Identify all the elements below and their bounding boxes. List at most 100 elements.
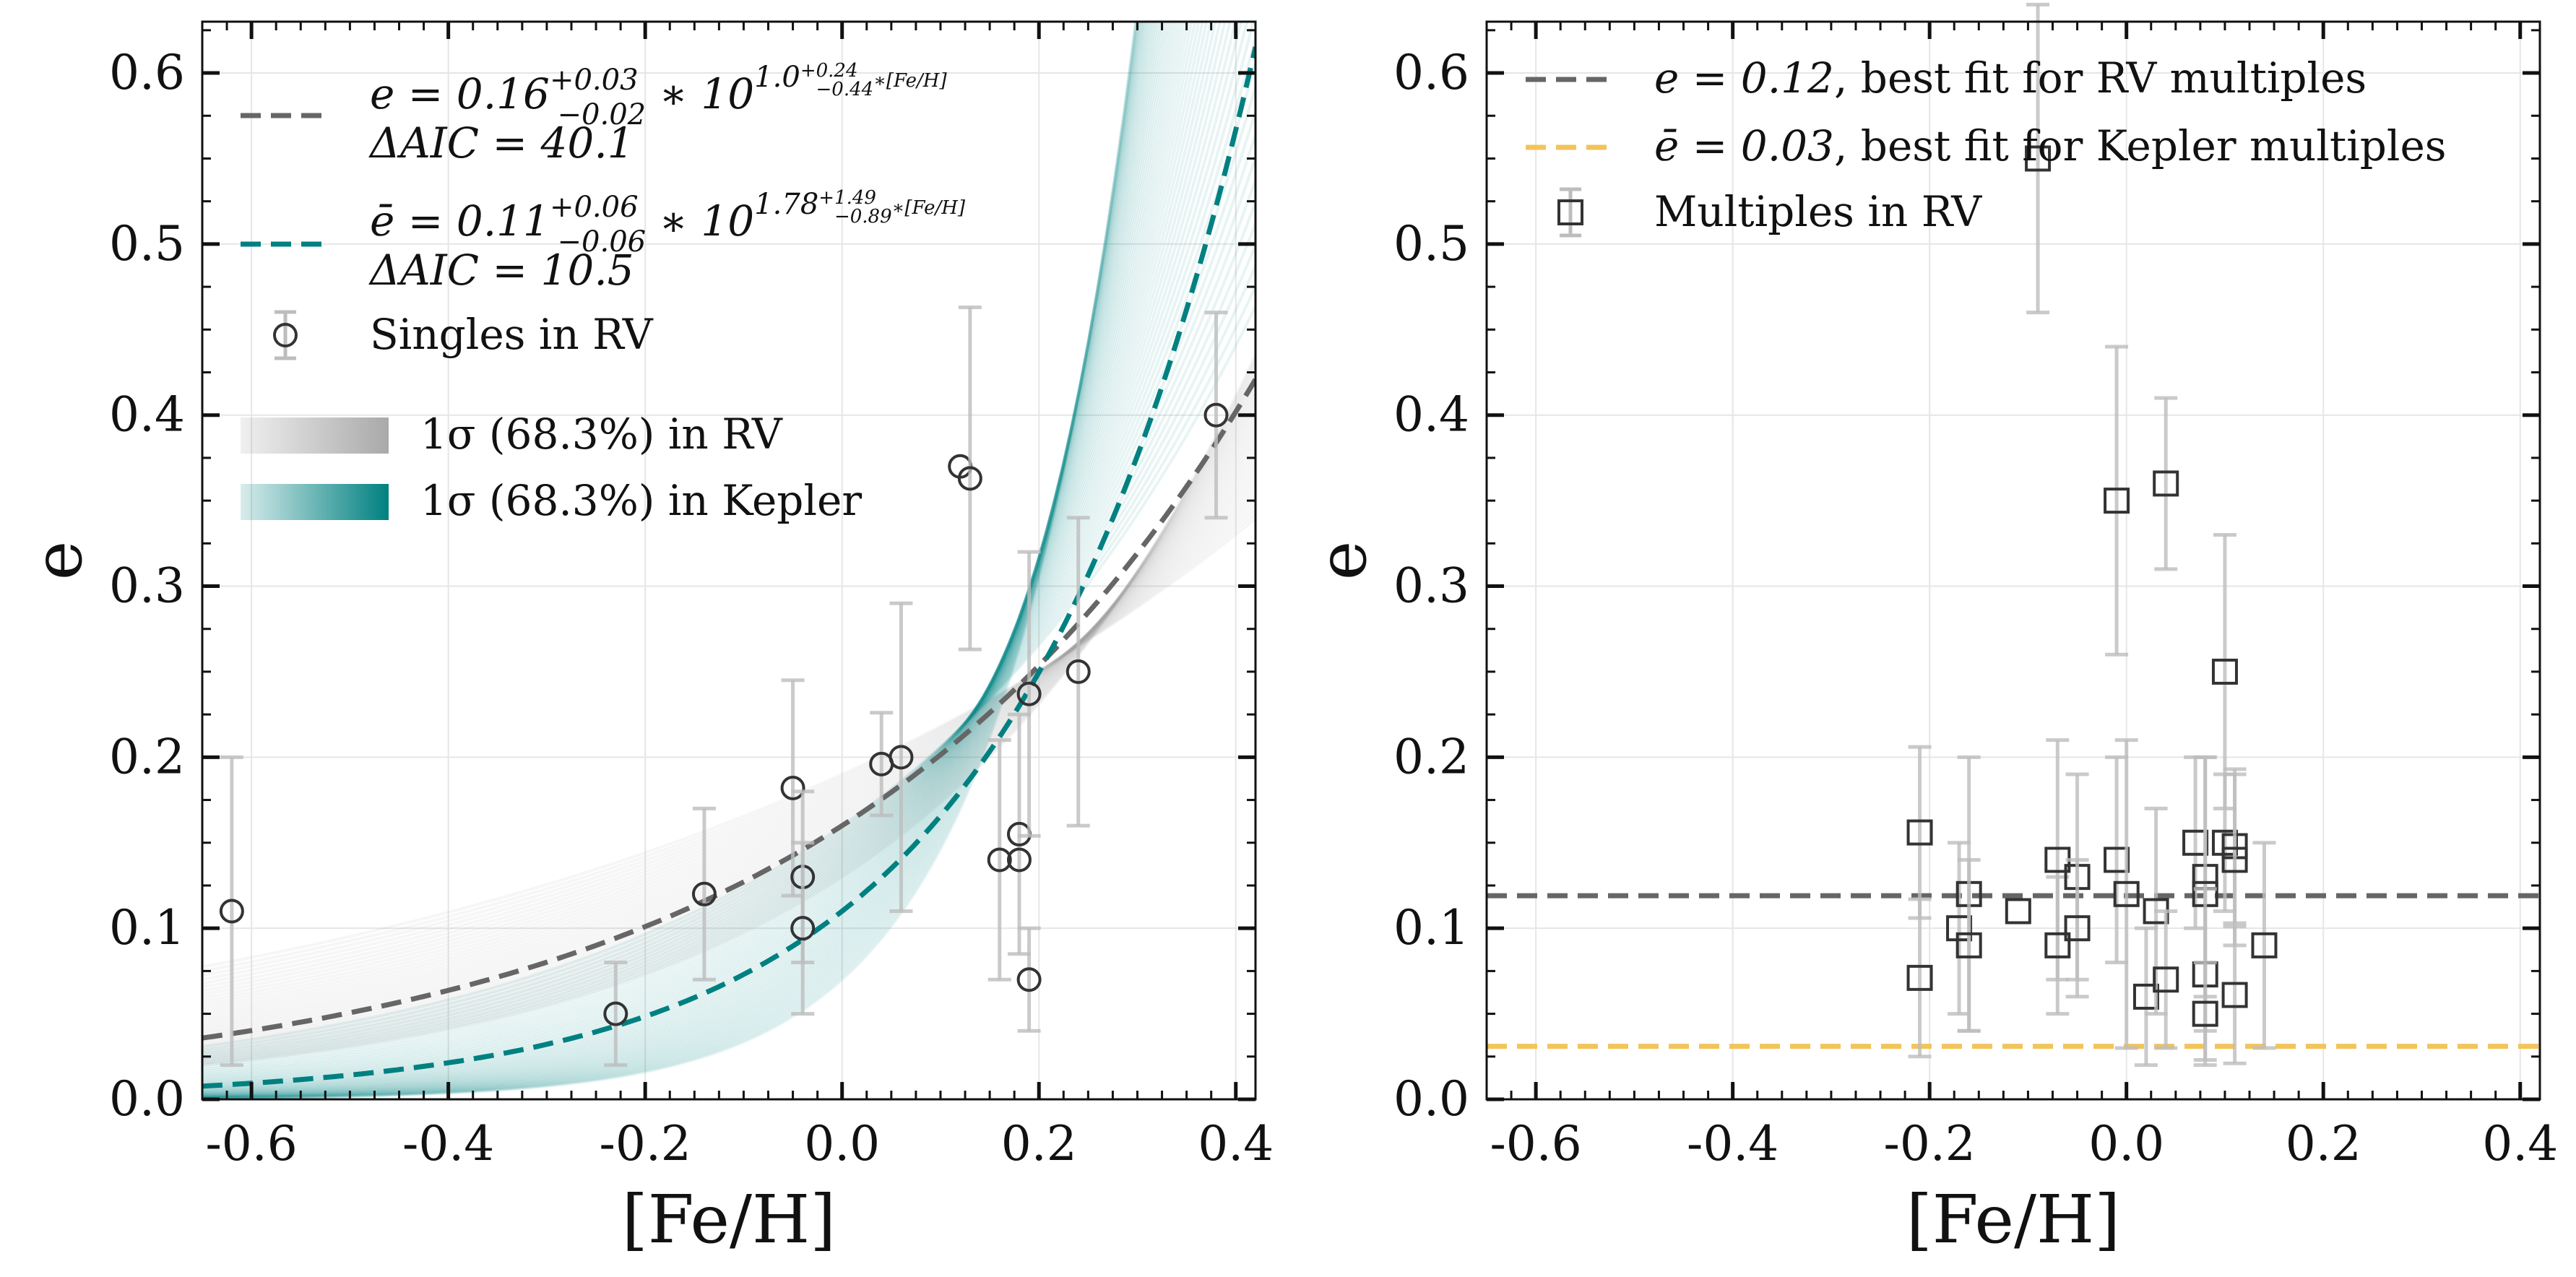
kepler-band-sample [202,22,1183,1093]
data-point-6 [2025,145,2052,172]
data-point-13 [2113,880,2140,907]
y-tick-label-6: 0.6 [1393,45,1469,100]
data-point-22 [2192,1000,2218,1027]
kepler-band-sample [202,22,1141,1099]
y-tick-label-5: 0.5 [1393,216,1469,272]
data-point-5 [790,916,816,941]
data-point-16 [2153,470,2179,497]
y-tick-label-5: 0.5 [109,216,185,272]
kepler-band-sample [202,22,1209,1088]
left-uncertainty-bands [202,22,1255,1099]
data-point-15 [1066,659,1091,684]
kepler-band-sample [202,22,1138,1099]
kepler-band-sample [202,22,1140,1099]
kepler-band-sample [202,22,1172,1095]
right-y-axis-title: e [1304,541,1381,580]
left-axes: -0.6 -0.4 -0.2 0.0 0.2 0.4 0.0 0.1 0.2 0.3 0.4 0.5 0… [109,20,1274,1172]
kepler-band-sample [202,22,1222,1086]
kepler-band-sample [202,22,1143,1099]
y-tick-label-2: 0.2 [1393,729,1469,784]
kepler-band-sample [202,22,1138,1099]
y-tick-label-3: 0.3 [1393,558,1469,614]
y-tick-label-6: 0.6 [109,45,185,100]
x-tick-label-2: -0.2 [1884,1116,1976,1172]
y-tick-label-4: 0.4 [1393,387,1469,443]
right-scatter-points [1906,2,2278,1068]
data-point-7 [889,745,914,770]
legend-multiples-label: Multiples in RV [1654,187,1982,236]
x-tick-label-0: -0.6 [205,1116,297,1172]
kepler-band-sample [202,22,1190,1092]
x-tick-label-4: 0.2 [2286,1116,2361,1172]
x-tick-label-1: -0.4 [402,1116,494,1172]
kepler-band-sample [202,22,1156,1097]
legend-singles-marker [273,323,298,347]
data-point-9 [957,466,982,491]
kepler-band-sample [202,22,1165,1096]
data-point-26 [2221,847,2248,873]
kepler-band-sample [202,22,1161,1096]
y-tick-label-0: 0.0 [1393,1071,1469,1127]
left-x-axis-title: [Fe/H] [622,1181,836,1258]
x-tick-label-5: 0.4 [2482,1116,2558,1172]
kepler-band-sample [202,22,1175,1094]
x-tick-label-5: 0.4 [1198,1116,1274,1172]
legend-kepler-band-label: 1σ (68.3%) in Kepler [420,476,862,525]
data-point-17 [2153,966,2179,993]
y-tick-label-3: 0.3 [109,558,185,614]
kepler-band-sample [202,22,1227,1084]
right-grid [1487,22,2540,1100]
left-scatter-points [219,305,1229,1068]
legend-rv-multiples-label: e = 0.12, best fit for RV multiples [1654,53,2367,103]
right-axes-frame [1485,20,2541,1101]
x-tick-label-3: 0.0 [2088,1116,2164,1172]
kepler-band-sample [202,22,1187,1092]
data-point-13 [1016,681,1042,706]
data-point-1 [603,1001,628,1026]
data-point-23 [2211,658,2238,685]
data-point-0 [1906,819,1933,846]
kepler-band-sample [202,22,1141,1099]
right-panel: -0.6 -0.4 -0.2 0.0 0.2 0.4 0.0 0.1 0.2 0.3 0.4 0.5 0… [1304,2,2558,1258]
legend-rv-fit-formula: e = 0.16+0.03 −0.02 ∗ 101.0+0.24 −0.44∗[Fe… [370,60,947,131]
kepler-band-sample [202,22,1163,1096]
legend-kepler-band-swatch [241,484,389,520]
kepler-band-sample [202,22,1193,1091]
data-point-12 [1006,847,1032,873]
kepler-band-sample [202,22,1154,1098]
data-point-14 [1016,967,1042,992]
data-point-10 [987,847,1012,873]
y-tick-label-1: 0.1 [1393,900,1469,956]
kepler-band-sample [202,22,1213,1087]
data-point-0 [219,899,244,924]
legend-kepler-multiples-label: ē = 0.03, best fit for Kepler multiples [1654,121,2447,170]
data-point-10 [2064,915,2091,942]
kepler-band-sample [202,22,1197,1091]
right-legend: e = 0.12, best fit for RV multiples ē = … [1526,53,2447,238]
kepler-band-sample [202,22,1157,1097]
data-point-3 [780,775,805,800]
kepler-band-sample [202,22,1232,1083]
kepler-band-sample [202,22,1201,1090]
kepler-band-sample [202,22,1152,1098]
kepler-band-sample [202,22,1180,1094]
left-panel: -0.6 -0.4 -0.2 0.0 0.2 0.4 0.0 0.1 0.2 0.3 0.4 0.5 0… [20,20,1274,1258]
kepler-band-sample [202,22,1139,1099]
kepler-band-sample [202,22,1204,1089]
data-point-27 [2221,982,2248,1008]
data-point-5 [2005,898,2031,925]
x-tick-label-3: 0.0 [804,1116,880,1172]
legend-singles-label: Singles in RV [370,310,654,359]
right-x-axis-title: [Fe/H] [1906,1181,2120,1258]
legend-rv-band-label: 1σ (68.3%) in RV [420,410,783,459]
kepler-band-sample [202,22,1159,1097]
kepler-band-sample [202,22,1137,1099]
x-tick-label-4: 0.2 [1001,1116,1077,1172]
data-point-2 [691,881,717,906]
y-tick-label-4: 0.4 [109,387,185,443]
legend-rv-band-swatch [241,417,389,454]
kepler-band-sample [202,22,1138,1099]
left-legend: e = 0.16+0.03 −0.02 ∗ 101.0+0.24 −0.44∗[Fe… [241,60,966,525]
legend-rv-fit-aic: ΔAIC = 40.1 [368,118,634,168]
